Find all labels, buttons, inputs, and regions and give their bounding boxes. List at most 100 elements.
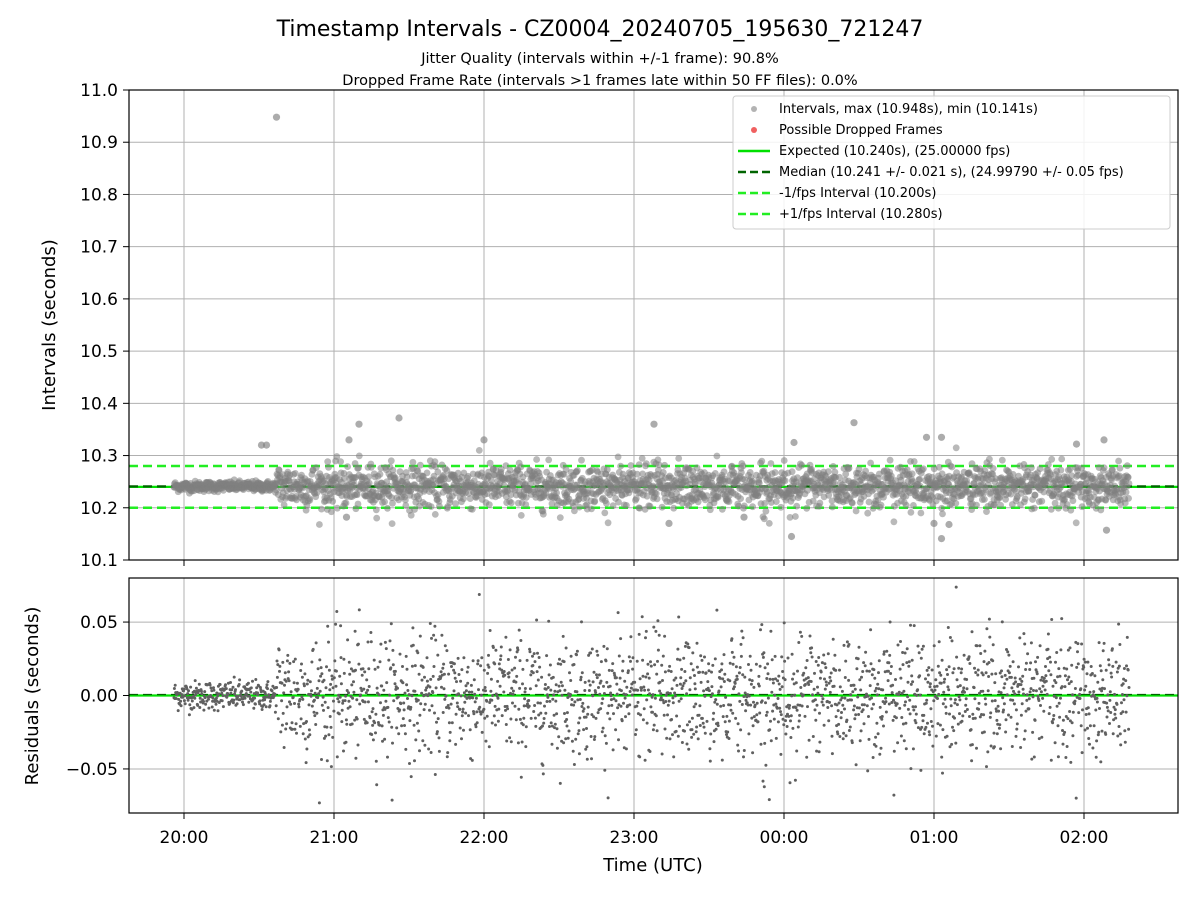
residual-point — [877, 687, 881, 691]
interval-point — [367, 463, 375, 471]
residual-point — [760, 623, 764, 627]
residual-point — [675, 683, 679, 687]
residual-point — [523, 697, 527, 701]
interval-point — [342, 499, 350, 507]
residual-point — [701, 721, 705, 725]
residual-point — [945, 668, 949, 672]
residual-point — [720, 662, 724, 666]
residual-point — [775, 706, 779, 710]
residual-point — [1027, 697, 1031, 701]
interval-point — [825, 491, 833, 499]
residual-point — [1097, 730, 1101, 734]
residual-point — [972, 686, 976, 690]
residual-point — [884, 710, 888, 714]
residual-point — [934, 678, 938, 682]
residual-point — [337, 712, 341, 716]
interval-point — [771, 469, 779, 476]
residual-point — [954, 741, 958, 745]
residual-point — [699, 680, 703, 684]
residual-point — [197, 682, 201, 686]
residual-point — [953, 698, 957, 702]
residual-point — [887, 702, 891, 706]
residual-point — [910, 658, 914, 662]
residual-point — [795, 749, 799, 753]
residual-point — [698, 724, 702, 727]
residual-point — [179, 704, 183, 708]
residual-point — [1123, 729, 1127, 733]
residual-point — [283, 683, 286, 687]
residual-point — [363, 700, 367, 704]
residual-point — [685, 742, 689, 746]
residual-point — [696, 737, 700, 741]
residual-point — [535, 618, 539, 622]
residual-point — [774, 736, 778, 740]
top-y-tick-label: 10.2 — [80, 499, 118, 519]
residual-point — [580, 620, 583, 624]
interval-point — [788, 468, 796, 476]
residual-point — [289, 702, 293, 706]
residual-point — [220, 699, 224, 703]
residual-point — [347, 660, 351, 664]
residual-point — [186, 692, 190, 696]
residual-point — [729, 703, 733, 707]
residual-point — [384, 647, 388, 651]
residual-point — [204, 702, 208, 706]
residual-point — [833, 653, 837, 657]
residual-point — [1068, 710, 1072, 713]
residual-point — [845, 640, 849, 644]
residual-point — [529, 673, 533, 677]
residual-point — [380, 724, 384, 728]
residual-point — [537, 713, 541, 717]
residual-point — [179, 699, 183, 703]
residual-point — [736, 743, 740, 747]
residual-point — [193, 679, 197, 683]
residual-point — [737, 749, 740, 753]
interval-outlier-point — [922, 433, 931, 441]
interval-point — [632, 495, 640, 502]
interval-point — [1123, 462, 1131, 470]
residual-point — [1124, 679, 1128, 683]
interval-point — [539, 510, 547, 518]
interval-point — [619, 470, 627, 478]
residual-point — [592, 670, 596, 674]
residual-point — [1036, 694, 1040, 698]
residual-point — [740, 629, 744, 633]
interval-point — [403, 473, 411, 481]
interval-point — [892, 477, 899, 485]
residual-point — [1022, 737, 1026, 741]
residual-point — [454, 742, 458, 746]
residual-point — [564, 737, 568, 741]
residual-point — [550, 742, 554, 746]
residual-point — [848, 725, 852, 729]
residual-point — [348, 705, 352, 709]
residual-point — [284, 679, 288, 683]
residual-point — [838, 668, 841, 672]
interval-outlier-point — [262, 441, 271, 449]
residual-point — [663, 634, 667, 638]
residual-point — [300, 695, 304, 699]
residual-point — [463, 694, 467, 698]
residual-point — [970, 630, 974, 634]
residual-point — [1083, 728, 1087, 732]
residual-point — [741, 673, 745, 677]
residual-point — [364, 691, 368, 695]
residual-point — [200, 692, 204, 696]
residual-point — [629, 635, 633, 639]
residual-point — [799, 686, 803, 689]
residual-point — [619, 689, 623, 693]
residual-point — [617, 654, 621, 658]
residual-point — [504, 723, 508, 726]
interval-point — [527, 480, 534, 488]
residual-point — [678, 682, 682, 686]
residual-point — [585, 745, 589, 749]
interval-point — [333, 453, 341, 460]
residual-point — [1076, 650, 1079, 654]
residual-point — [433, 773, 437, 776]
residual-point — [936, 697, 939, 700]
residual-point — [329, 682, 333, 686]
residual-point — [894, 716, 898, 720]
interval-point — [1067, 506, 1075, 514]
residual-point — [752, 715, 756, 719]
residual-point — [1074, 796, 1078, 800]
interval-point — [376, 470, 384, 478]
